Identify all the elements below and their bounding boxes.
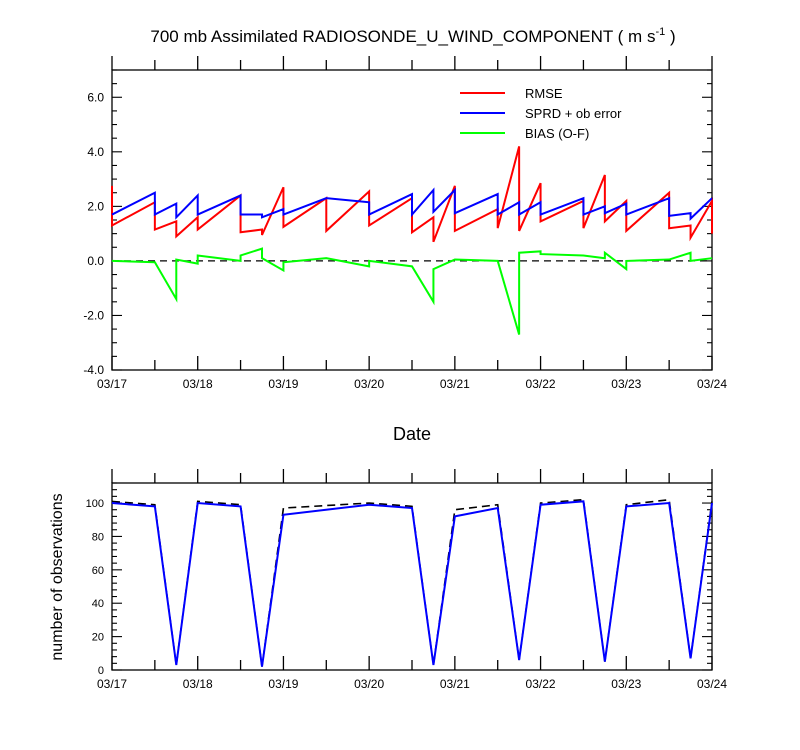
x-tick-label: 03/17 (97, 677, 127, 691)
y-tick-label: 60 (92, 565, 104, 577)
x-tick-label: 03/22 (526, 677, 556, 691)
y-tick-label: 4.0 (87, 145, 104, 159)
chart-title-suffix: ) (665, 27, 675, 46)
x-axis-label: Date (393, 424, 431, 444)
x-tick-label: 03/20 (354, 677, 384, 691)
series-line-series-0 (111, 498, 713, 667)
x-tick-label: 03/24 (697, 677, 727, 691)
legend-label: SPRD + ob error (525, 106, 622, 121)
x-tick-label: 03/21 (440, 377, 470, 391)
x-tick-label: 03/24 (697, 377, 727, 391)
y-tick-label: 6.0 (87, 90, 104, 104)
x-tick-label: 03/23 (611, 677, 641, 691)
series-line-series-1 (111, 500, 713, 667)
series-line-sprd-ob-error (111, 187, 713, 221)
series-line-bias-o-f (111, 247, 713, 335)
y-tick-label: 0 (98, 665, 104, 677)
legend-label: BIAS (O-F) (525, 126, 589, 141)
y-axis-label: number of observations (49, 493, 66, 660)
x-tick-label: 03/22 (526, 377, 556, 391)
y-tick-label: -4.0 (83, 363, 104, 377)
chart-title-superscript: -1 (655, 26, 665, 38)
chart-title: 700 mb Assimilated RADIOSONDE_U_WIND_COM… (150, 26, 675, 46)
x-tick-label: 03/23 (611, 377, 641, 391)
x-tick-label: 03/17 (97, 377, 127, 391)
chart-title-main: 700 mb Assimilated RADIOSONDE_U_WIND_COM… (150, 27, 655, 46)
x-tick-label: 03/19 (268, 377, 298, 391)
y-tick-label: 2.0 (87, 199, 104, 213)
y-tick-label: 100 (86, 498, 104, 510)
x-tick-label: 03/21 (440, 677, 470, 691)
y-tick-label: -2.0 (83, 308, 104, 322)
y-tick-label: 40 (92, 598, 104, 610)
y-tick-label: 20 (92, 632, 104, 644)
legend-label: RMSE (525, 86, 563, 101)
y-tick-label: 80 (92, 531, 104, 543)
x-tick-label: 03/19 (268, 677, 298, 691)
top-chart: 03/17 03/18 03/19 03/20 03/21 03/22 03/23 03/24… (83, 56, 727, 391)
x-tick-label: 03/18 (183, 377, 213, 391)
bottom-chart: 03/17 03/18 03/19 03/20 03/21 03/22 03/23 03/24… (86, 469, 727, 691)
y-tick-label: 0.0 (87, 254, 104, 268)
x-tick-label: 03/18 (183, 677, 213, 691)
x-tick-label: 03/20 (354, 377, 384, 391)
